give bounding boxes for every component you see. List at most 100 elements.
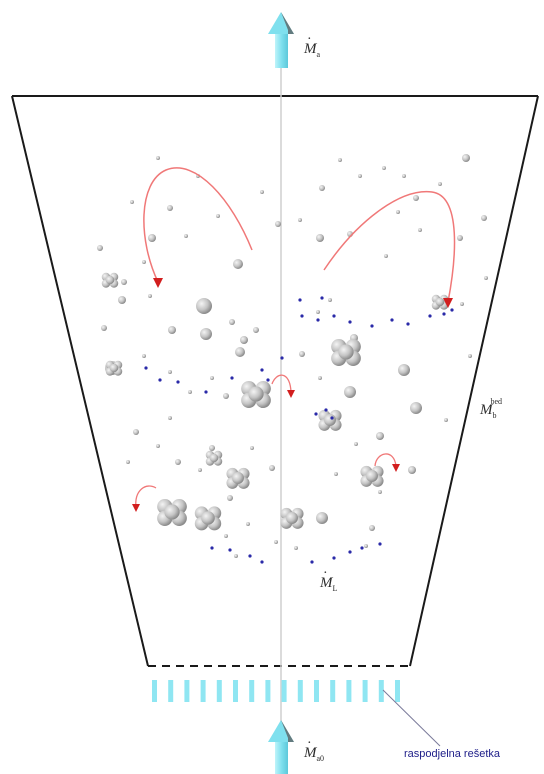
particle (253, 327, 259, 333)
particle (118, 296, 126, 304)
bed-mass-superscript: bed (490, 397, 503, 406)
inflow-arrow-icon (268, 720, 294, 774)
tracer-dot (280, 356, 284, 360)
particle (418, 228, 422, 232)
particle (319, 185, 325, 191)
particle (402, 174, 406, 178)
particle (408, 466, 416, 474)
tracer-dot (330, 416, 334, 420)
air-jet (314, 680, 319, 702)
loss-flow-subscript: L (332, 584, 338, 593)
particle (167, 205, 173, 211)
air-jet (346, 680, 352, 702)
particle (240, 336, 248, 344)
particle (148, 234, 156, 242)
particle (168, 370, 172, 374)
circulation-arrow-left-top (143, 167, 253, 288)
particle (198, 468, 202, 472)
air-jet (249, 680, 255, 702)
tracer-dot (360, 546, 364, 550)
tracer-dot (248, 554, 252, 558)
particle (233, 259, 243, 269)
particle (298, 218, 302, 222)
particle (344, 386, 356, 398)
air-jet (378, 680, 384, 702)
circulation-arrow-center (271, 374, 295, 398)
tracer-dot (442, 312, 446, 316)
particle (460, 302, 464, 306)
air-jet-icon (152, 680, 400, 702)
particle-cluster (101, 272, 119, 288)
air-jet (281, 680, 287, 702)
particle-cluster (331, 338, 361, 366)
particle (269, 465, 275, 471)
particle (133, 429, 139, 435)
particle (376, 432, 384, 440)
particle (396, 210, 400, 214)
particle (210, 376, 214, 380)
particle (354, 442, 358, 446)
tracer-dot (228, 548, 232, 552)
circulation-arrow-right-low (374, 453, 400, 472)
particle (316, 234, 324, 242)
tracer-dot (406, 322, 410, 326)
particle (227, 495, 233, 501)
particle-cluster (226, 467, 250, 489)
tracer-dot (266, 378, 270, 382)
inflow-symbol: M (304, 737, 317, 761)
particle (338, 158, 342, 162)
inflow-label: Ma0 (304, 737, 325, 763)
particle-cluster (157, 498, 187, 526)
grid-leader-line (382, 689, 441, 747)
circulation-arrow-left-low (132, 485, 157, 512)
particle (188, 390, 192, 394)
tracer-dot (314, 412, 318, 416)
tracer-dot (332, 556, 336, 560)
particle (168, 416, 172, 420)
particle (209, 445, 215, 451)
particle (175, 459, 181, 465)
particle (156, 444, 160, 448)
particle (364, 544, 368, 548)
outflow-arrow-icon (268, 12, 294, 68)
inflow-subscript: a0 (316, 754, 325, 763)
particle-cluster (360, 465, 384, 487)
tracer-dot (390, 318, 394, 322)
outflow-subscript: a (316, 50, 321, 59)
particle (142, 260, 146, 264)
particle (410, 402, 422, 414)
particle (438, 182, 442, 186)
particle (260, 190, 264, 194)
tracer-dot (230, 376, 234, 380)
tracer-dot (300, 314, 304, 318)
tracer-dot (370, 324, 374, 328)
tracer-dot (176, 380, 180, 384)
particle (294, 546, 298, 550)
tracer-dot (428, 314, 432, 318)
particle (299, 351, 305, 357)
particle (328, 298, 332, 302)
particle (234, 554, 238, 558)
loss-flow-symbol: M (320, 567, 333, 591)
particle (275, 221, 281, 227)
particle (444, 418, 448, 422)
air-jet (233, 680, 238, 702)
tracer-dot (144, 366, 148, 370)
particle (468, 354, 472, 358)
particle (382, 166, 386, 170)
tracer-dot (324, 408, 328, 412)
particle (398, 364, 410, 376)
vessel-right-wall (409, 95, 539, 667)
particle (246, 522, 250, 526)
particle (224, 534, 228, 538)
air-jet (152, 680, 157, 702)
particle-cluster (241, 380, 271, 408)
tracer-dot (210, 546, 214, 550)
bed-mass-symbol: M (480, 402, 493, 418)
particle (318, 376, 322, 380)
particle (481, 215, 487, 221)
particle (216, 214, 220, 218)
particle (378, 490, 382, 494)
particle (101, 325, 107, 331)
